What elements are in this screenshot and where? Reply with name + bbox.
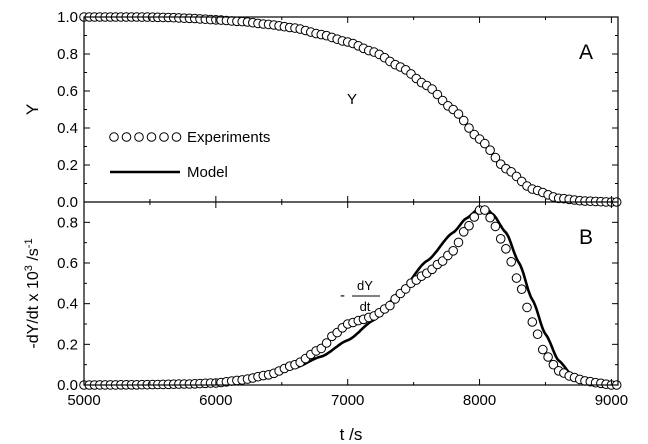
experiment-point xyxy=(522,302,532,313)
legend-label-model: Model xyxy=(187,164,228,181)
experiment-point xyxy=(432,89,443,100)
experiment-point xyxy=(458,115,469,126)
y-axis-label-b-sup1: 3 xyxy=(23,265,35,271)
panel-b: 0.0 0.2 0.4 0.6 0.8 B 5000 6000 7000 8000 9000 t /s… xyxy=(23,201,628,444)
legend-marker-experiments xyxy=(146,132,157,142)
plot-frame xyxy=(83,16,619,386)
x-tick-label: 6000 xyxy=(199,392,232,409)
legend: Experiments Model xyxy=(109,129,270,181)
y-tick-label: 0.8 xyxy=(57,46,78,63)
panel-label: A xyxy=(579,41,593,64)
annotation-prefix: - xyxy=(340,287,345,304)
annotation-numerator: dY xyxy=(357,278,373,293)
experiment-point xyxy=(480,205,490,215)
experiment-point xyxy=(485,145,495,155)
experiment-point xyxy=(527,317,538,327)
legend-label-experiments: Experiments xyxy=(187,129,270,146)
experiment-point xyxy=(458,227,469,237)
experiment-point xyxy=(516,284,527,295)
y-tick-label: 0.2 xyxy=(57,336,78,353)
y-axis-label-b-mid: /s xyxy=(25,248,42,265)
curve-annotation-derivative: -dY dt xyxy=(340,278,380,314)
x-tick-label: 7000 xyxy=(331,392,364,409)
x-tick-label: 9000 xyxy=(595,392,628,409)
experiment-point xyxy=(501,244,511,254)
annotation-denominator: dt xyxy=(360,299,371,314)
outer-frame xyxy=(83,16,619,386)
experiment-point xyxy=(321,338,332,348)
legend-marker-experiments xyxy=(121,132,132,142)
legend-marker-experiments xyxy=(159,132,169,142)
experiment-point xyxy=(485,212,495,223)
y-tick-label: 0.2 xyxy=(57,157,78,174)
legend-marker-experiments xyxy=(171,132,182,142)
experiment-point xyxy=(490,152,501,163)
y-axis-label-b-main: -dY/dt x 10 xyxy=(25,271,42,348)
x-tick-label: 8000 xyxy=(463,392,496,409)
experiment-point xyxy=(548,359,559,370)
x-tick-label: 5000 xyxy=(67,392,100,409)
experiment-point xyxy=(538,344,548,355)
y-axis-label-b-sup2: -1 xyxy=(23,238,35,248)
experiment-point xyxy=(453,237,464,248)
experiment-point xyxy=(469,212,480,222)
experiment-point xyxy=(453,109,464,119)
y-tick-label: 0.0 xyxy=(57,194,78,211)
legend-marker-experiments xyxy=(109,132,119,142)
experiment-point xyxy=(385,300,395,311)
experiment-point xyxy=(511,273,522,283)
curve-annotation-y: Y xyxy=(347,91,357,108)
panel-label: B xyxy=(579,226,593,249)
experiment-point xyxy=(490,221,501,232)
experiment-point xyxy=(543,352,553,362)
experiment-point xyxy=(448,246,459,256)
experiment-point xyxy=(480,138,490,149)
model-line-1 xyxy=(84,206,618,387)
y-axis-label-b: -dY/dt x 103 /s-1 xyxy=(23,238,42,348)
x-axis-label: t /s xyxy=(340,425,363,444)
panel-a: 0.0 0.2 0.4 0.6 0.8 1.0 A Y Y Experiments Model xyxy=(23,9,622,211)
experiment-point xyxy=(532,329,543,340)
y-tick-label: 0.6 xyxy=(57,83,78,100)
experiment-point xyxy=(495,234,506,244)
legend-marker-experiments xyxy=(134,132,144,142)
experiment-point xyxy=(464,220,474,231)
y-axis-label-a: Y xyxy=(23,104,42,115)
experiment-point xyxy=(464,123,474,133)
y-tick-label: 0.8 xyxy=(57,214,78,231)
y-tick-label: 0.6 xyxy=(57,255,78,272)
y-tick-label: 1.0 xyxy=(57,9,78,26)
y-tick-label: 0.0 xyxy=(57,377,78,394)
y-tick-label: 0.4 xyxy=(57,296,78,313)
experiment-point xyxy=(506,257,517,267)
y-tick-label: 0.4 xyxy=(57,120,78,137)
